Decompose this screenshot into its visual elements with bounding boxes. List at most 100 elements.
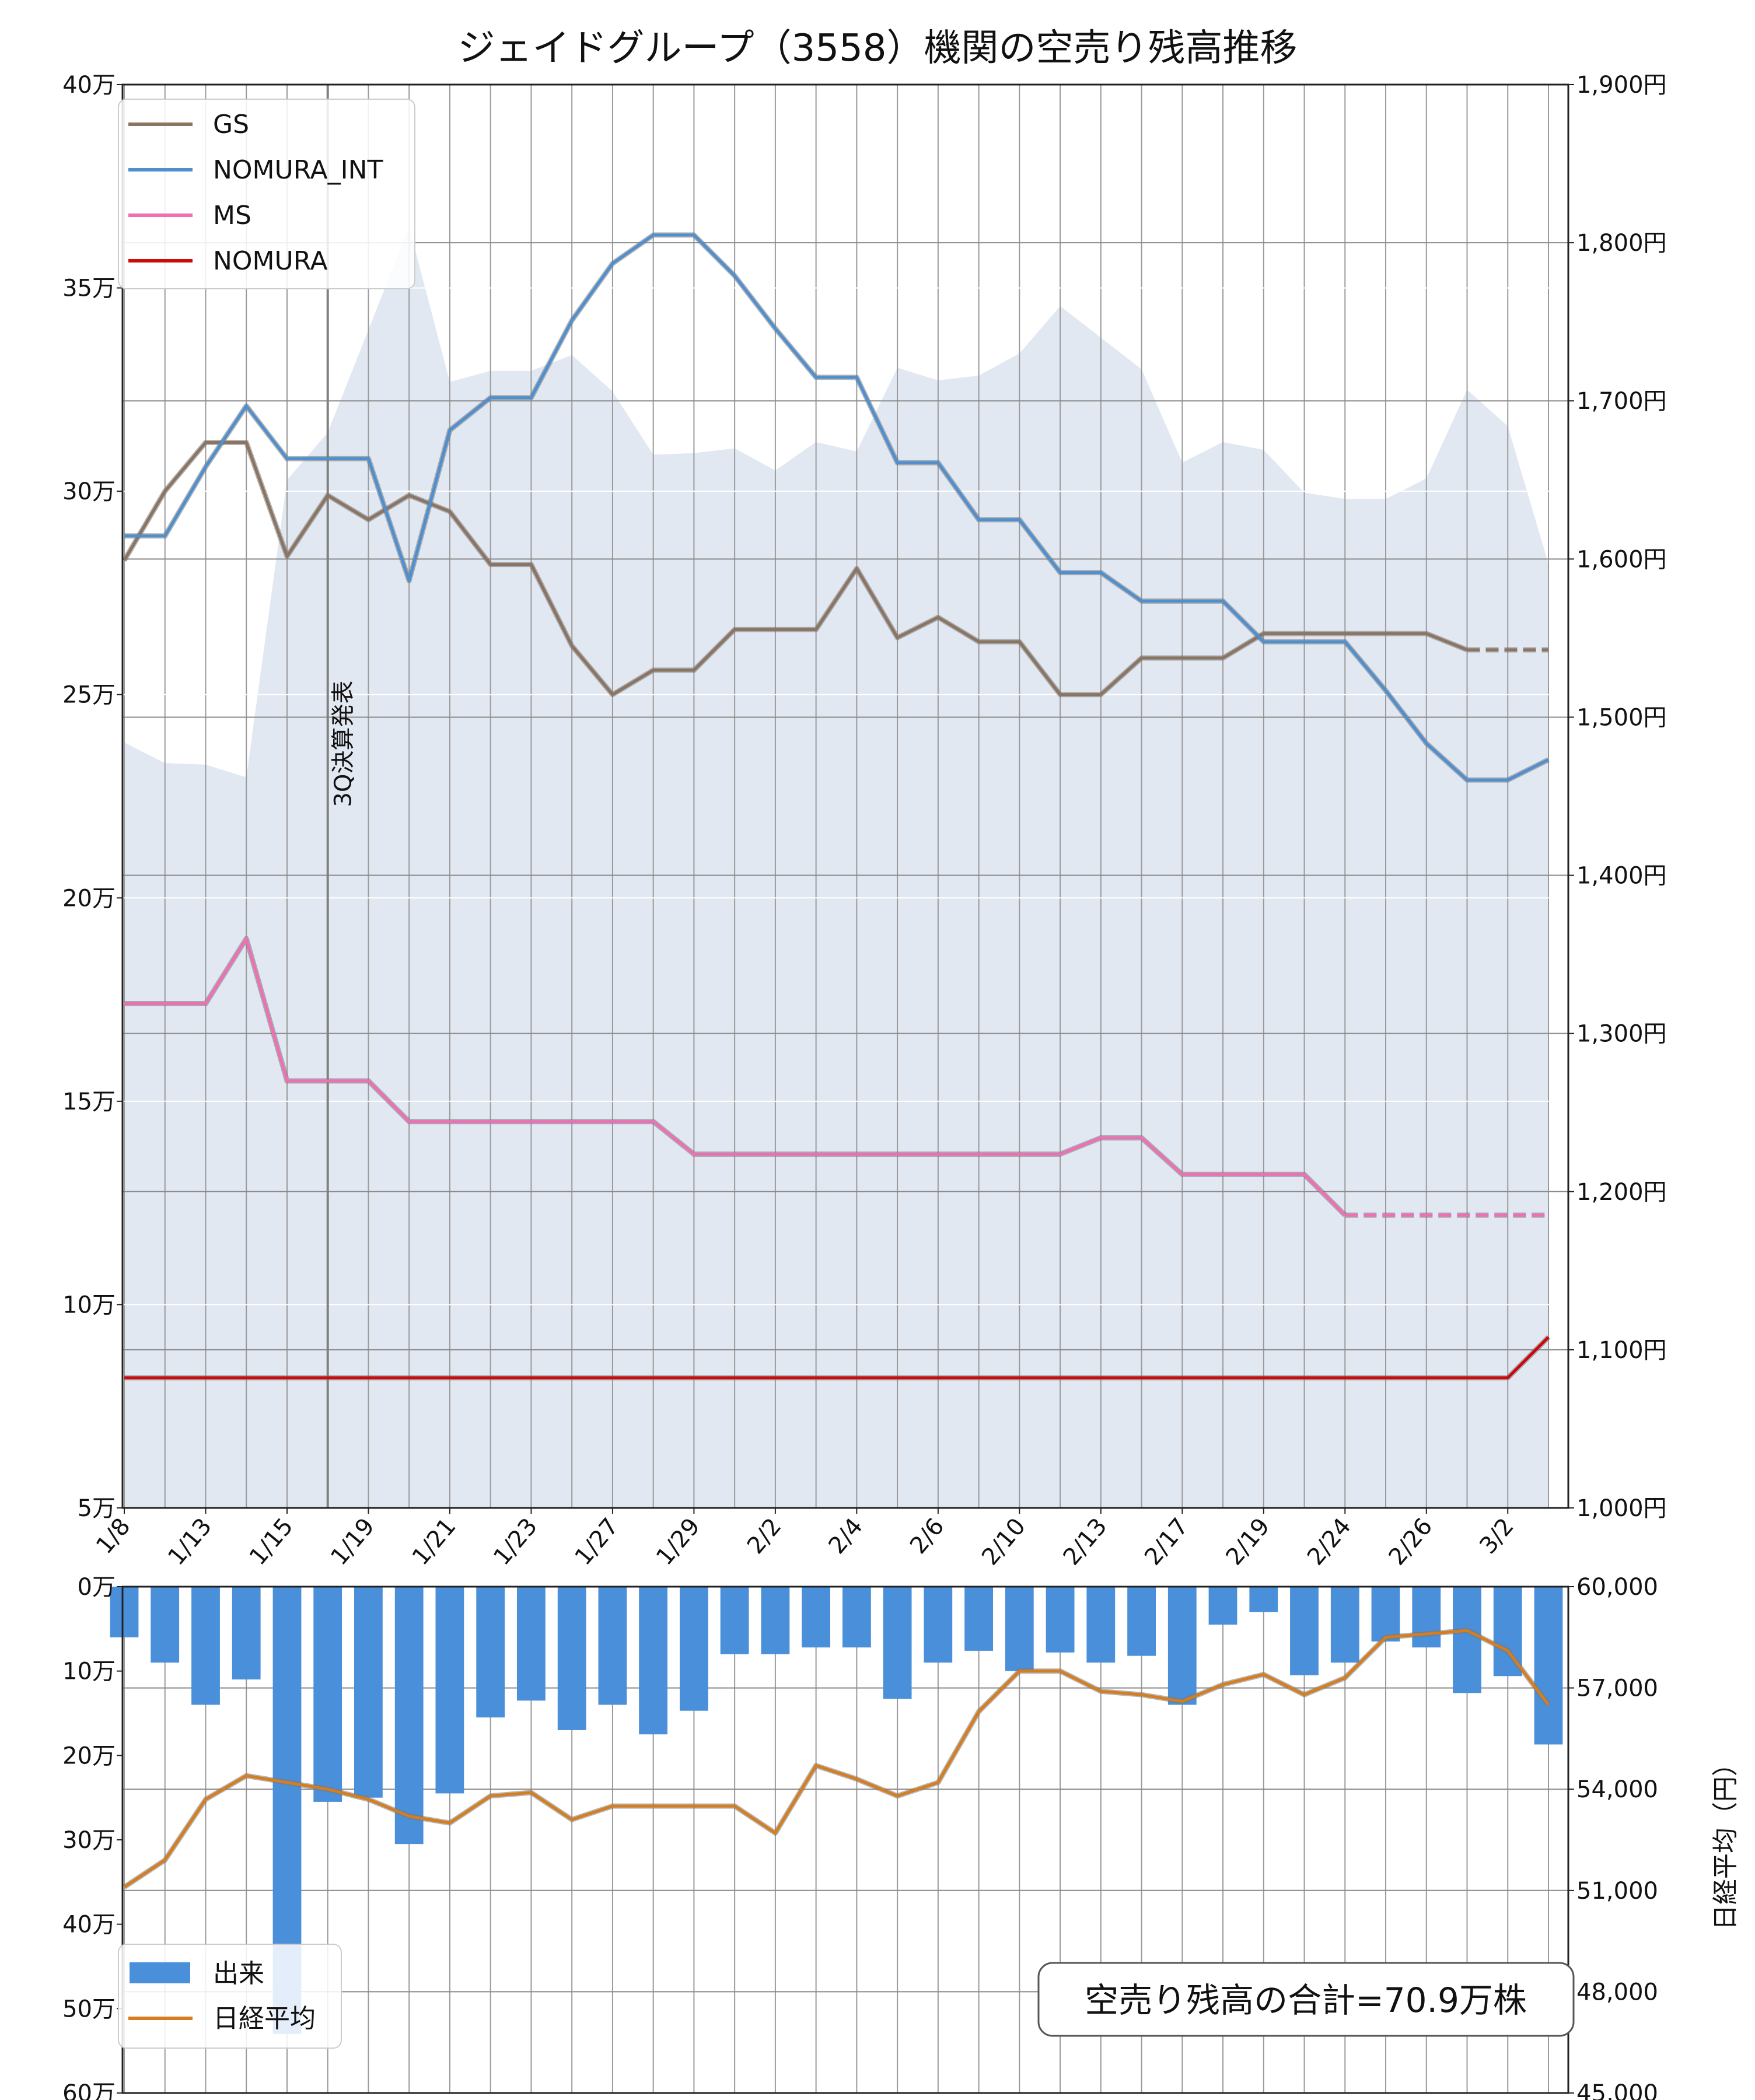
x-tick-label: 1/23 — [488, 1513, 543, 1570]
volume-bar — [1249, 1587, 1278, 1612]
volume-tick-label: 30万 — [62, 1827, 116, 1854]
x-tick-label: 1/27 — [570, 1513, 624, 1570]
bottom-left-axis: 0万 10万 20万 30万 40万 50万 60万 — [62, 1574, 123, 2100]
x-tick-label: 2/4 — [823, 1513, 868, 1559]
nikkei-tick-label: 48,000 — [1576, 1979, 1658, 2006]
volume-bar — [1005, 1587, 1034, 1671]
legend-label-nomura-int: NOMURA_INT — [213, 155, 383, 185]
series-line-ms — [124, 937, 1347, 1216]
right-tick-label: 1,800円 — [1576, 230, 1667, 257]
volume-bar — [1371, 1587, 1400, 1642]
volume-bar — [802, 1587, 830, 1648]
legend-box — [118, 99, 415, 289]
nikkei-line — [123, 1629, 1550, 1889]
nikkei-tick-label: 51,000 — [1576, 1878, 1658, 1905]
left-tick-label: 15万 — [62, 1088, 116, 1115]
volume-tick-label: 20万 — [62, 1742, 116, 1769]
volume-bar — [313, 1587, 342, 1802]
x-tick-label: 1/21 — [407, 1513, 462, 1570]
legend-label-nikkei: 日経平均 — [213, 2004, 316, 2034]
volume-bar — [110, 1587, 139, 1637]
volume-bar — [680, 1587, 708, 1711]
annotation-layer: 3Q決算発表 — [326, 85, 357, 1508]
short-series-layer — [122, 232, 1551, 1381]
volume-bar — [1412, 1587, 1441, 1648]
x-tick-label: 2/24 — [1302, 1513, 1357, 1570]
series-line-nomura-int — [124, 233, 1550, 782]
volume-bar — [354, 1587, 383, 1798]
total-box — [1037, 1962, 1575, 2037]
left-tick-label: 20万 — [62, 885, 116, 912]
left-tick-label: 30万 — [62, 478, 116, 505]
volume-bar — [1167, 1587, 1197, 1705]
nikkei-tick-label: 54,000 — [1576, 1776, 1658, 1803]
volume-bar — [151, 1587, 180, 1663]
volume-bar — [639, 1587, 667, 1735]
legend-label-nomura: NOMURA — [213, 246, 328, 276]
volume-bar — [1330, 1587, 1359, 1663]
volume-bar — [1127, 1587, 1156, 1656]
x-tick-label: 2/10 — [977, 1513, 1031, 1570]
right-tick-label: 1,400円 — [1576, 863, 1667, 890]
top-right-axis: 1,000円 1,100円 1,200円 1,300円 1,400円 1,500円 1,60… — [1568, 72, 1667, 1522]
right-tick-label: 1,600円 — [1576, 546, 1667, 573]
legend-label-gs: GS — [213, 110, 249, 139]
volume-tick-label: 50万 — [62, 1996, 116, 2022]
price-area-layer — [124, 227, 1548, 1508]
top-left-axis: 5万 10万 15万 20万 25万 30万 35万 40万 — [62, 72, 123, 1522]
volume-bar — [435, 1587, 464, 1794]
volume-bar — [720, 1587, 749, 1654]
x-tick-label: 1/13 — [163, 1513, 217, 1570]
volume-tick-label: 40万 — [62, 1912, 116, 1938]
volume-bar — [1086, 1587, 1116, 1663]
volume-bar — [842, 1587, 871, 1648]
volume-bar — [191, 1587, 220, 1705]
x-tick-label: 2/19 — [1221, 1513, 1275, 1570]
earnings-marker-label: 3Q決算発表 — [330, 681, 357, 807]
nikkei-line-layer — [123, 1628, 1551, 1889]
bottom-legend: 出来 日経平均 — [118, 1944, 342, 2049]
left-tick-label: 40万 — [62, 72, 116, 99]
legend-item-gs: GS — [128, 110, 249, 139]
right-tick-label: 1,000円 — [1576, 1495, 1667, 1522]
x-axis-ticks: 1/8 1/13 1/15 1/19 1/21 1/23 1/27 1/29 2/2 2/4 2/6… — [91, 1508, 1519, 1570]
top-frame — [121, 83, 1569, 1509]
nikkei-axis-label: 日経平均（円） — [1711, 1751, 1740, 1930]
right-tick-label: 1,900円 — [1576, 72, 1667, 99]
volume-bars-layer — [110, 1587, 1563, 2034]
volume-bar — [924, 1587, 953, 1663]
volume-bar — [1046, 1587, 1075, 1653]
volume-tick-label: 10万 — [62, 1658, 116, 1685]
bottom-right-axis: 45,000 48,000 51,000 54,000 57,000 60,000 — [1568, 1574, 1658, 2100]
legend-item-ms: MS — [128, 201, 251, 230]
volume-bar — [476, 1587, 505, 1718]
volume-bar — [1208, 1587, 1237, 1625]
x-tick-label: 1/15 — [244, 1513, 299, 1570]
x-tick-label: 1/19 — [326, 1513, 380, 1570]
x-tick-label: 1/29 — [651, 1513, 705, 1570]
volume-bar — [517, 1587, 546, 1701]
legend-item-nomura-int: NOMURA_INT — [128, 155, 383, 185]
legend-item-nomura: NOMURA — [128, 246, 328, 276]
volume-bar — [232, 1587, 261, 1680]
bottom-panel: 0万 10万 20万 30万 40万 50万 60万 45,000 48,000 51,000 5… — [62, 1574, 1740, 2100]
left-tick-label: 35万 — [62, 275, 116, 302]
volume-tick-label: 0万 — [78, 1574, 116, 1601]
volume-bar — [394, 1587, 424, 1845]
total-short-annotation: 空売り残高の合計=70.9万株 — [1037, 1962, 1575, 2037]
volume-bar — [557, 1587, 586, 1730]
x-tick-label: 2/17 — [1139, 1513, 1194, 1570]
legend-item-nikkei: 日経平均 — [128, 2004, 316, 2034]
nikkei-tick-label: 57,000 — [1576, 1675, 1658, 1702]
volume-bar — [1453, 1587, 1481, 1693]
top-legend: GS NOMURA_INT MS NOMURA — [118, 99, 415, 289]
volume-bar — [964, 1587, 993, 1651]
legend-label-volume: 出来 — [213, 1959, 264, 1989]
x-tick-label: 2/13 — [1058, 1513, 1113, 1570]
volume-bar — [883, 1587, 912, 1699]
volume-bar — [1534, 1587, 1563, 1745]
right-tick-label: 1,500円 — [1576, 704, 1667, 731]
nikkei-tick-label: 60,000 — [1576, 1574, 1658, 1601]
volume-tick-label: 60万 — [62, 2080, 116, 2100]
